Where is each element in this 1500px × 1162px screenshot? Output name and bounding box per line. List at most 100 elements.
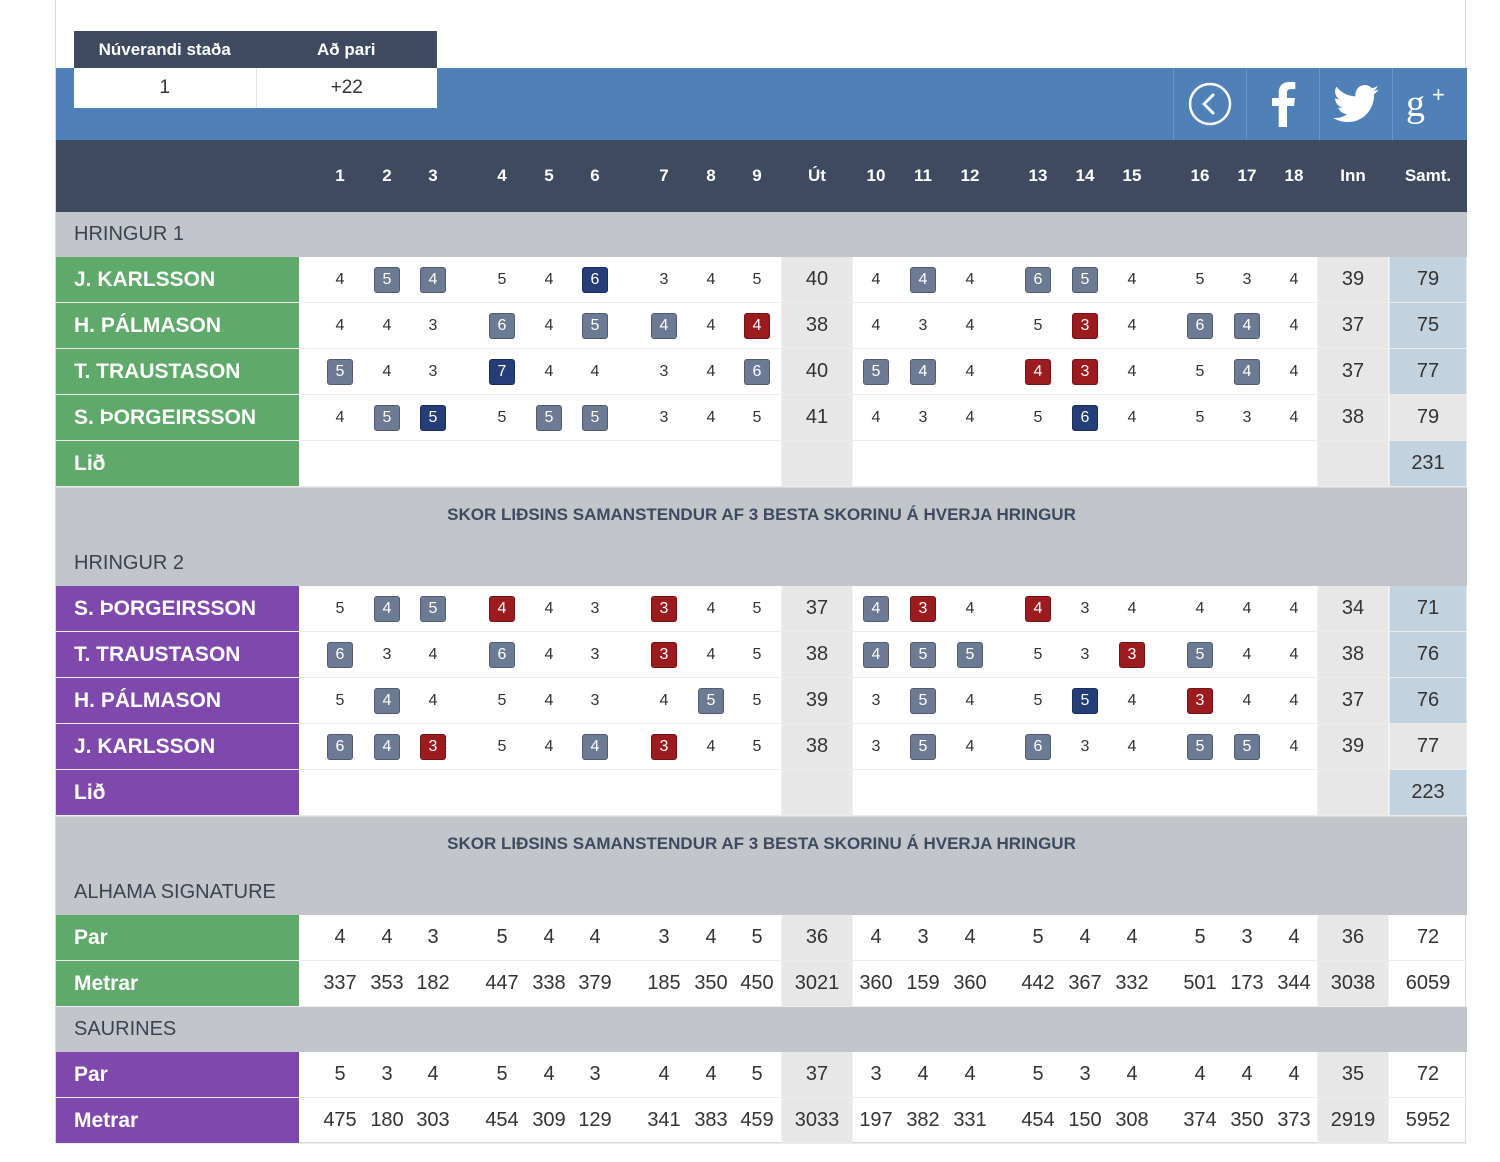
course-title: ALHAMA SIGNATURE (56, 870, 1467, 915)
hole-score: 4 (590, 362, 600, 380)
par-value: +22 (255, 68, 438, 108)
course-value: 3 (917, 926, 929, 948)
player-name[interactable]: T. TRAUSTASON (56, 632, 299, 677)
score-badge-double: 7 (489, 358, 515, 385)
course-value: 5 (334, 1063, 346, 1085)
in-total: 38 (1317, 632, 1389, 677)
hole-score: 6 (482, 303, 522, 348)
hole-score: 4 (382, 316, 392, 334)
player-name[interactable]: H. PÁLMASON (56, 678, 299, 723)
score-badge-bogey: 6 (1025, 266, 1051, 293)
hole-score: 4 (1289, 645, 1299, 663)
hole-score: 4 (706, 362, 716, 380)
hole-score: 4 (1227, 349, 1267, 394)
back-button[interactable] (1173, 68, 1246, 140)
course-value: 150 (1068, 1109, 1102, 1131)
hole-score: 4 (544, 737, 554, 755)
hole-score: 4 (544, 270, 554, 288)
player-row[interactable]: H. PÁLMASON 4 4 3 6 4 5 4 4 4 38 4 3 4 5 3 4 6 4 4 37 75 (56, 303, 1467, 349)
hole-score: 3 (1065, 303, 1105, 348)
player-row[interactable]: T. TRAUSTASON 6 3 4 6 4 3 3 4 5 38 4 5 5 5 3 3 5 4 4 38 76 (56, 632, 1467, 678)
score-badge-bogey: 5 (374, 266, 400, 293)
course-value: 3 (1241, 926, 1253, 948)
hole-score: 4 (659, 691, 669, 709)
course-value: 4 (543, 926, 555, 948)
player-row[interactable]: J. KARLSSON 4 5 4 5 4 6 3 4 5 40 4 4 4 6 5 4 5 3 4 39 79 (56, 257, 1467, 303)
course-value: 3033 (781, 1098, 853, 1143)
hole-score: 4 (544, 599, 554, 617)
player-name[interactable]: J. KARLSSON (56, 724, 299, 769)
course-value: 332 (1115, 972, 1149, 994)
hole-score: 4 (1289, 599, 1299, 617)
hole-score: 3 (1180, 678, 1220, 723)
hole-score: 4 (965, 270, 975, 288)
hole-score: 4 (706, 737, 716, 755)
score-badge-bogey: 4 (374, 733, 400, 760)
player-row[interactable]: H. PÁLMASON 5 4 4 5 4 3 4 5 5 39 3 5 4 5 5 4 3 4 4 37 76 (56, 678, 1467, 724)
course-value: 4 (658, 1063, 670, 1085)
course-row-label: Metrar (56, 1098, 299, 1143)
player-name[interactable]: T. TRAUSTASON (56, 349, 299, 394)
team-score-note: SKOR LIÐSINS SAMANSTENDUR AF 3 BESTA SKO… (56, 816, 1467, 870)
team-total: 223 (1389, 770, 1467, 815)
player-name[interactable]: J. KARLSSON (56, 257, 299, 302)
score-badge-bogey: 5 (698, 687, 724, 714)
course-value: 3 (1079, 1063, 1091, 1085)
facebook-share-button[interactable] (1246, 68, 1319, 140)
hole-score: 3 (1080, 737, 1090, 755)
hole-score: 5 (752, 270, 762, 288)
hole-score: 6 (1018, 257, 1058, 302)
score-badge-bogey: 5 (1187, 641, 1213, 668)
course-value: 4 (1288, 926, 1300, 948)
player-row[interactable]: S. ÞORGEIRSSON 5 4 5 4 4 3 3 4 5 37 4 3 4 4 3 4 4 4 4 34 71 (56, 586, 1467, 632)
course-par-row: Par 5 3 4 5 4 3 4 4 5 37 3 4 4 5 3 4 4 4 4 35 72 (56, 1052, 1467, 1098)
course-value: 4 (705, 926, 717, 948)
hole-score: 4 (965, 691, 975, 709)
hole-score: 5 (575, 395, 615, 440)
hole-score: 3 (590, 691, 600, 709)
player-total: 79 (1389, 257, 1467, 302)
player-name[interactable]: S. ÞORGEIRSSON (56, 586, 299, 631)
twitter-share-button[interactable] (1319, 68, 1392, 140)
team-subtotal-empty (1317, 441, 1389, 486)
course-value: 72 (1416, 926, 1440, 948)
hole-score: 5 (497, 737, 507, 755)
column-header-1: 1 (335, 166, 345, 185)
score-badge-birdie: 4 (1025, 358, 1051, 385)
course-value: 4 (1194, 1063, 1206, 1085)
hole-score: 4 (1195, 599, 1205, 617)
hole-score: 4 (544, 316, 554, 334)
column-header-13: 12 (960, 166, 980, 185)
player-name[interactable]: H. PÁLMASON (56, 303, 299, 348)
hole-score: 3 (903, 586, 943, 631)
scorecard-panel: Núverandi staða Að pari 1 +22 g (55, 0, 1467, 1144)
player-row[interactable]: T. TRAUSTASON 5 4 3 7 4 4 3 4 6 40 5 4 4 4 3 4 5 4 4 37 77 (56, 349, 1467, 395)
hole-score: 5 (903, 678, 943, 723)
score-badge-birdie: 3 (651, 595, 677, 622)
player-name[interactable]: S. ÞORGEIRSSON (56, 395, 299, 440)
hole-score: 4 (367, 678, 407, 723)
course-value: 197 (859, 1109, 893, 1131)
score-badge-bogey: 5 (582, 404, 608, 431)
google-plus-share-button[interactable]: g + (1392, 68, 1465, 140)
course-value: 4 (1126, 926, 1138, 948)
position-value: 1 (159, 77, 171, 98)
hole-score: 5 (1033, 316, 1043, 334)
hole-score: 4 (1018, 349, 1058, 394)
column-header-17: 16 (1190, 166, 1210, 185)
hole-score: 5 (752, 599, 762, 617)
course-value: 3 (381, 1063, 393, 1085)
hole-score: 4 (544, 691, 554, 709)
player-row[interactable]: J. KARLSSON 6 4 3 5 4 4 3 4 5 38 3 5 4 6 3 4 5 5 4 39 77 (56, 724, 1467, 770)
svg-text:g: g (1406, 83, 1425, 125)
score-badge-bogey: 4 (420, 266, 446, 293)
hole-score: 3 (590, 645, 600, 663)
score-badge-birdie: 3 (910, 595, 936, 622)
course-value: 5 (1194, 926, 1206, 948)
social-buttons: g + (1173, 68, 1465, 140)
course-value: 341 (647, 1109, 681, 1131)
player-row[interactable]: S. ÞORGEIRSSON 4 5 5 5 5 5 3 4 5 41 4 3 4 5 6 4 5 3 4 38 79 (56, 395, 1467, 441)
course-value: 4 (870, 926, 882, 948)
course-value: 459 (740, 1109, 774, 1131)
course-value: 350 (1230, 1109, 1264, 1131)
